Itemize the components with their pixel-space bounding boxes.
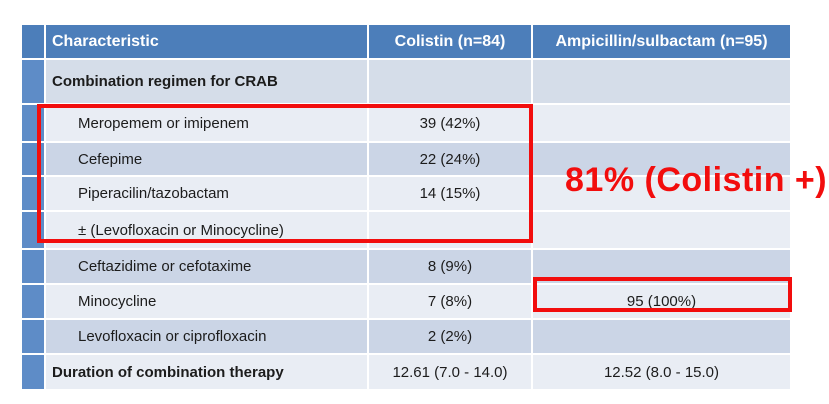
colistin-value: 2 (2%) (369, 320, 531, 353)
comparison-table: Characteristic Colistin (n=84) Ampicilli… (22, 25, 790, 389)
row-label: Cefepime (46, 143, 367, 175)
colistin-value: 22 (24%) (369, 143, 531, 175)
colistin-value: 8 (9%) (369, 250, 531, 283)
ampicillin-value (533, 105, 790, 141)
table-row-plusminus-levofloxacin: ± (Levofloxacin or Minocycline) (22, 212, 790, 248)
ampicillin-value (533, 177, 790, 210)
row-label: Combination regimen for CRAB (46, 60, 367, 103)
row-label: Meropemem or imipenem (46, 105, 367, 141)
row-stub (22, 143, 44, 175)
row-stub (22, 177, 44, 210)
header-characteristic: Characteristic (46, 25, 367, 58)
row-label: Ceftazidime or cefotaxime (46, 250, 367, 283)
header-stub-cell (22, 25, 44, 58)
row-stub (22, 212, 44, 248)
row-stub (22, 60, 44, 103)
table-header-row: Characteristic Colistin (n=84) Ampicilli… (22, 25, 790, 58)
colistin-value: 14 (15%) (369, 177, 531, 210)
highlight-text-colistin-81pct: 81% (Colistin +) (565, 161, 828, 199)
table-row-combination-regimen: Combination regimen for CRAB (22, 60, 790, 103)
ampicillin-value: 95 (100%) (533, 285, 790, 318)
ampicillin-value (533, 60, 790, 103)
table-row-levofloxacin-cipro: Levofloxacin or ciprofloxacin 2 (2%) (22, 320, 790, 353)
row-stub (22, 320, 44, 353)
table-row-duration: Duration of combination therapy 12.61 (7… (22, 355, 790, 389)
row-label: Minocycline (46, 285, 367, 318)
row-stub (22, 250, 44, 283)
colistin-value: 7 (8%) (369, 285, 531, 318)
header-colistin: Colistin (n=84) (369, 25, 531, 58)
table-row-ceftazidime: Ceftazidime or cefotaxime 8 (9%) (22, 250, 790, 283)
row-label: Piperacilin/tazobactam (46, 177, 367, 210)
row-stub (22, 285, 44, 318)
row-label: ± (Levofloxacin or Minocycline) (46, 212, 367, 248)
table-row-piperacillin: Piperacilin/tazobactam 14 (15%) (22, 177, 790, 210)
table-row-meropenem: Meropemem or imipenem 39 (42%) (22, 105, 790, 141)
ampicillin-value (533, 250, 790, 283)
ampicillin-value (533, 212, 790, 248)
colistin-value: 12.61 (7.0 - 14.0) (369, 355, 531, 389)
row-label: Duration of combination therapy (46, 355, 367, 389)
ampicillin-value (533, 320, 790, 353)
table-row-minocycline: Minocycline 7 (8%) 95 (100%) (22, 285, 790, 318)
ampicillin-value: 12.52 (8.0 - 15.0) (533, 355, 790, 389)
row-label: Levofloxacin or ciprofloxacin (46, 320, 367, 353)
ampicillin-value (533, 143, 790, 175)
header-ampicillin: Ampicillin/sulbactam (n=95) (533, 25, 790, 58)
colistin-value (369, 60, 531, 103)
row-stub (22, 105, 44, 141)
colistin-value: 39 (42%) (369, 105, 531, 141)
row-stub (22, 355, 44, 389)
colistin-value (369, 212, 531, 248)
table-row-cefepime: Cefepime 22 (24%) (22, 143, 790, 175)
